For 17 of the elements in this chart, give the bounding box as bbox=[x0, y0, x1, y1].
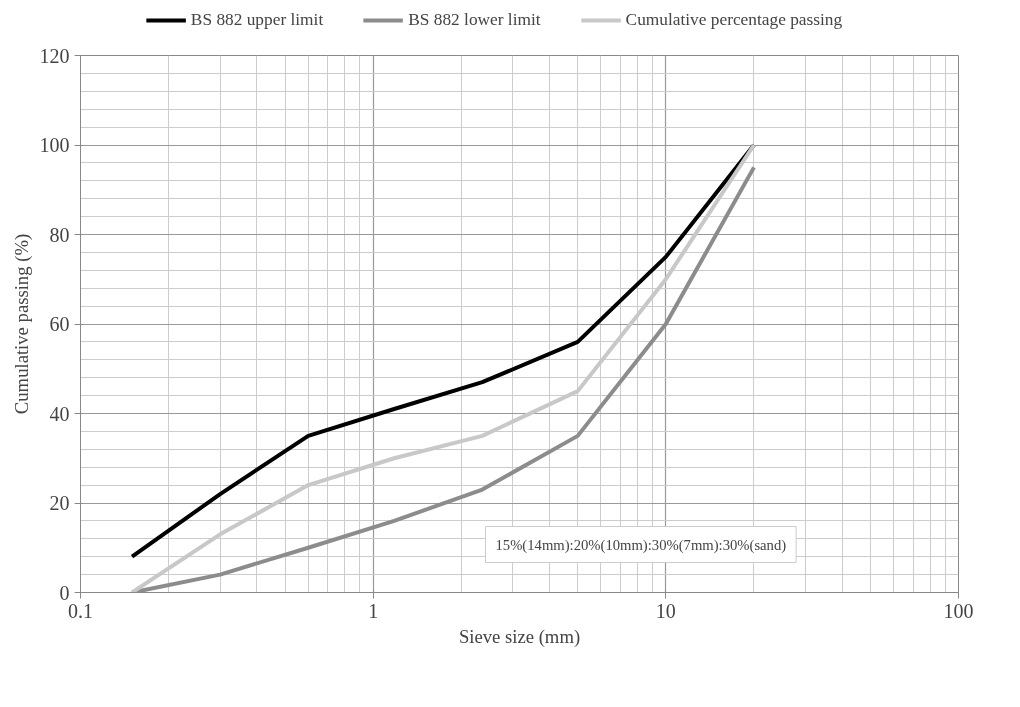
legend-label: Cumulative percentage passing bbox=[625, 10, 843, 30]
y-tick-label: 60 bbox=[49, 313, 70, 335]
annotation: 15%(14mm):20%(10mm):30%(7mm):30%(sand) bbox=[495, 536, 787, 554]
y-axis-title: Cumulative passing (%) bbox=[10, 233, 33, 415]
x-tick-label: 100 bbox=[943, 599, 974, 622]
y-tick-label: 40 bbox=[49, 402, 70, 425]
x-tick-label: 0.1 bbox=[68, 599, 93, 622]
y-tick-label: 100 bbox=[39, 134, 70, 156]
legend-label: BS 882 upper limit bbox=[190, 10, 324, 30]
x-tick-label: 10 bbox=[655, 599, 676, 622]
y-tick-label: 20 bbox=[49, 492, 70, 514]
x-tick-label: 1 bbox=[368, 599, 379, 622]
y-tick-label: 120 bbox=[39, 44, 70, 67]
y-tick-label: 0 bbox=[59, 581, 70, 604]
y-tick-label: 80 bbox=[49, 223, 70, 246]
legend-label: BS 882 lower limit bbox=[408, 10, 541, 30]
x-axis-title: Sieve size (mm) bbox=[458, 625, 581, 648]
